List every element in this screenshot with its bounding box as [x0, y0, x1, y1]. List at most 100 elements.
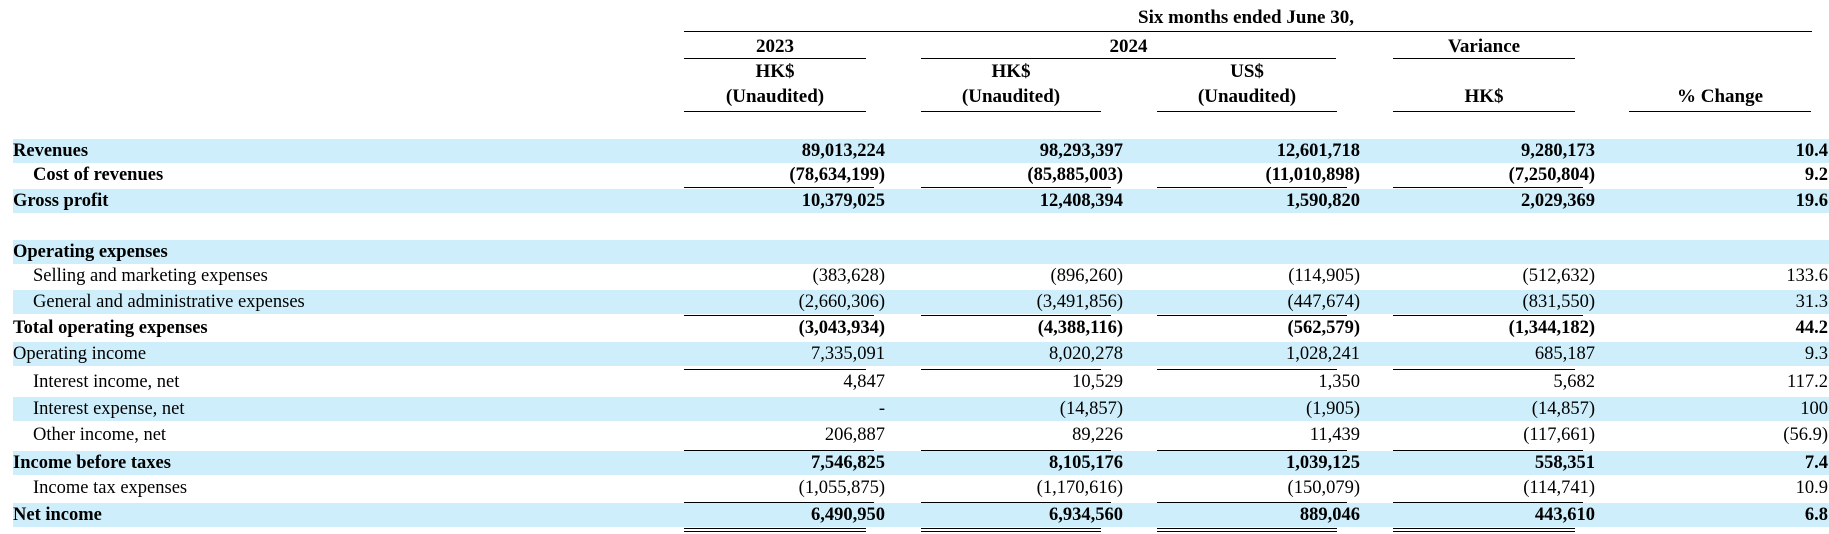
period-header-rule	[684, 31, 1812, 32]
value-2024-us: 1,590,820	[1286, 191, 1360, 211]
row-label: Operating income	[13, 344, 147, 364]
table-row: Interest expense, net - (14,857) (1,905)…	[13, 397, 1829, 421]
col-2024-year-rule	[921, 58, 1336, 59]
subtotal-rule	[684, 315, 874, 316]
subtotal-rule	[1157, 187, 1347, 188]
value-variance: 2,029,369	[1521, 191, 1595, 211]
row-label: Selling and marketing expenses	[33, 266, 268, 286]
value-2024-us: 1,039,125	[1286, 453, 1360, 473]
table-row: Gross profit 10,379,025 12,408,394 1,590…	[13, 189, 1829, 213]
value-pct-change: 10.4	[1795, 141, 1828, 161]
value-2024-us: 12,601,718	[1276, 141, 1360, 161]
subtotal-rule	[921, 187, 1111, 188]
value-2023: 89,013,224	[801, 141, 885, 161]
value-2023: 4,847	[843, 372, 885, 392]
value-2024-us: (562,579)	[1287, 318, 1360, 338]
value-variance: (831,550)	[1522, 292, 1595, 312]
col-2024-us-rule	[1157, 111, 1337, 112]
value-2023: (383,628)	[812, 266, 885, 286]
table-row: General and administrative expenses (2,6…	[13, 290, 1829, 314]
value-2024-us: (114,905)	[1288, 266, 1360, 286]
value-2024-hk: (3,491,856)	[1036, 292, 1123, 312]
table-row: Income before taxes 7,546,825 8,105,176 …	[13, 451, 1829, 475]
value-2024-hk: (14,857)	[1059, 399, 1123, 419]
value-2024-hk: 8,020,278	[1049, 344, 1123, 364]
row-label: Interest expense, net	[33, 399, 185, 419]
col-2024-hk-rule	[921, 111, 1101, 112]
col-2023-year-rule	[684, 58, 866, 59]
value-2023: 10,379,025	[801, 191, 885, 211]
value-2023: 7,546,825	[811, 453, 885, 473]
subtotal-rule	[921, 502, 1111, 503]
value-2024-us: 1,028,241	[1286, 344, 1360, 364]
col-2023-currency: HK$	[755, 61, 795, 82]
value-2023: 6,490,950	[811, 505, 885, 525]
col-variance-currency: HK$	[1464, 86, 1504, 107]
value-2024-us: (447,674)	[1287, 292, 1360, 312]
value-variance: (114,741)	[1523, 478, 1595, 498]
table-row: Operating income 7,335,091 8,020,278 1,0…	[13, 342, 1829, 366]
table-row: Selling and marketing expenses (383,628)…	[13, 264, 1829, 288]
subtotal-rule	[1157, 315, 1347, 316]
table-row: Total operating expenses (3,043,934) (4,…	[13, 316, 1829, 340]
row-label: Operating expenses	[13, 242, 168, 262]
subtotal-rule	[1157, 450, 1347, 451]
value-pct-change: 7.4	[1804, 453, 1828, 473]
table-row: Operating expenses	[13, 240, 1829, 264]
value-2024-us: 11,439	[1309, 425, 1360, 445]
row-label: Revenues	[13, 141, 89, 161]
value-2023: (1,055,875)	[798, 478, 885, 498]
table-row: Interest income, net 4,847 10,529 1,350 …	[13, 370, 1829, 394]
subtotal-rule	[921, 450, 1111, 451]
value-variance: (117,661)	[1523, 425, 1595, 445]
row-label: Income tax expenses	[33, 478, 188, 498]
value-variance: 443,610	[1534, 505, 1595, 525]
value-pct-change: 10.9	[1795, 478, 1828, 498]
col-2023-year: 2023	[756, 36, 794, 57]
value-variance: 558,351	[1534, 453, 1595, 473]
subtotal-rule	[684, 450, 874, 451]
value-2024-hk: 8,105,176	[1049, 453, 1123, 473]
subtotal-rule	[1393, 187, 1583, 188]
table-row: Revenues 89,013,224 98,293,397 12,601,71…	[13, 139, 1829, 163]
value-variance: 5,682	[1553, 372, 1595, 392]
subtotal-rule	[684, 502, 874, 503]
subtotal-rule	[684, 187, 874, 188]
col-variance-currency-rule	[1393, 111, 1575, 112]
col-2024-us-currency: US$	[1230, 61, 1264, 82]
subtotal-rule	[1157, 502, 1347, 503]
value-2024-hk: (4,388,116)	[1037, 318, 1123, 338]
value-pct-change: 31.3	[1795, 292, 1828, 312]
total-double-rule	[1393, 528, 1575, 532]
col-2024-us-status: (Unaudited)	[1197, 86, 1297, 107]
subtotal-rule	[1393, 450, 1583, 451]
value-2024-hk: 98,293,397	[1039, 141, 1123, 161]
value-2024-us: (11,010,898)	[1265, 165, 1360, 185]
row-label: General and administrative expenses	[33, 292, 305, 312]
value-variance: (14,857)	[1531, 399, 1595, 419]
row-label: Cost of revenues	[33, 165, 164, 185]
value-pct-change: 100	[1800, 399, 1828, 419]
subtotal-rule	[1157, 369, 1337, 370]
value-2024-hk: 6,934,560	[1049, 505, 1123, 525]
value-2023: (78,634,199)	[789, 165, 885, 185]
table-row: Net income 6,490,950 6,934,560 889,046 4…	[13, 503, 1829, 527]
row-label: Net income	[13, 505, 102, 525]
value-2024-hk: 10,529	[1072, 372, 1123, 392]
value-variance: (1,344,182)	[1508, 318, 1595, 338]
value-pct-change: 133.6	[1786, 266, 1828, 286]
subtotal-rule	[1393, 369, 1575, 370]
row-label: Gross profit	[13, 191, 109, 211]
col-2023-rule	[684, 111, 866, 112]
subtotal-rule	[1393, 502, 1583, 503]
row-label: Interest income, net	[33, 372, 180, 392]
value-pct-change: 44.2	[1795, 318, 1828, 338]
value-2024-hk: 12,408,394	[1039, 191, 1123, 211]
value-2023: (2,660,306)	[798, 292, 885, 312]
row-label: Total operating expenses	[13, 318, 208, 338]
value-2024-hk: 89,226	[1072, 425, 1123, 445]
table-row: Other income, net 206,887 89,226 11,439 …	[13, 423, 1829, 447]
value-variance: 9,280,173	[1521, 141, 1595, 161]
value-2024-us: 889,046	[1299, 505, 1360, 525]
value-pct-change: (56.9)	[1783, 425, 1828, 445]
